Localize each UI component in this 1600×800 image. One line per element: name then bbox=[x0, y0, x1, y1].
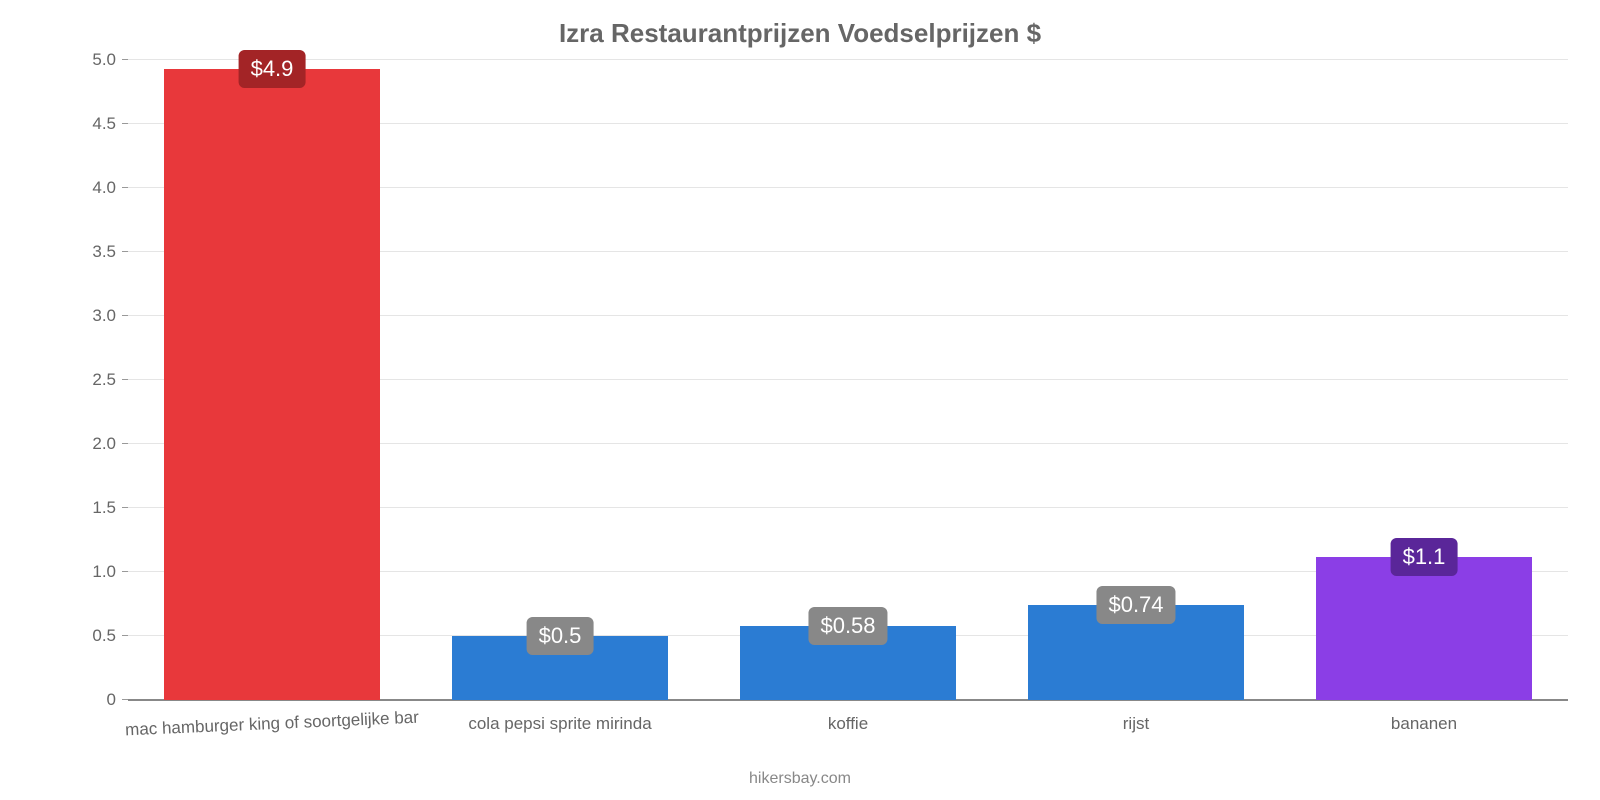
bar bbox=[164, 69, 380, 700]
plot-area: 00.51.01.52.02.53.03.54.04.55.0$4.9mac h… bbox=[128, 60, 1568, 700]
y-tick-mark bbox=[122, 315, 128, 316]
y-tick-label: 2.5 bbox=[92, 370, 116, 390]
value-badge: $0.58 bbox=[808, 607, 887, 645]
y-tick-mark bbox=[122, 635, 128, 636]
y-tick-mark bbox=[122, 251, 128, 252]
y-tick-mark bbox=[122, 443, 128, 444]
y-tick-label: 4.0 bbox=[92, 178, 116, 198]
bar bbox=[1316, 557, 1532, 700]
y-tick-mark bbox=[122, 379, 128, 380]
y-tick-mark bbox=[122, 123, 128, 124]
y-tick-label: 0.5 bbox=[92, 626, 116, 646]
y-tick-label: 4.5 bbox=[92, 114, 116, 134]
food-prices-chart: Izra Restaurantprijzen Voedselprijzen $ … bbox=[0, 0, 1600, 800]
y-tick-label: 1.0 bbox=[92, 562, 116, 582]
y-tick-label: 5.0 bbox=[92, 50, 116, 70]
x-axis-label: rijst bbox=[1123, 714, 1149, 734]
y-tick-mark bbox=[122, 59, 128, 60]
value-badge: $4.9 bbox=[239, 50, 306, 88]
value-badge: $0.74 bbox=[1096, 586, 1175, 624]
y-tick-label: 3.5 bbox=[92, 242, 116, 262]
attribution-text: hikersbay.com bbox=[0, 770, 1600, 788]
value-badge: $1.1 bbox=[1391, 538, 1458, 576]
x-axis-label: koffie bbox=[828, 714, 868, 734]
y-tick-label: 3.0 bbox=[92, 306, 116, 326]
y-tick-label: 0 bbox=[107, 690, 116, 710]
x-axis-label: bananen bbox=[1391, 714, 1457, 734]
x-axis-label: cola pepsi sprite mirinda bbox=[468, 714, 651, 734]
x-axis-label: mac hamburger king of soortgelijke bar bbox=[125, 708, 419, 741]
y-tick-label: 2.0 bbox=[92, 434, 116, 454]
y-tick-mark bbox=[122, 187, 128, 188]
chart-title: Izra Restaurantprijzen Voedselprijzen $ bbox=[0, 18, 1600, 49]
y-tick-mark bbox=[122, 571, 128, 572]
y-tick-label: 1.5 bbox=[92, 498, 116, 518]
y-tick-mark bbox=[122, 507, 128, 508]
gridline bbox=[128, 59, 1568, 60]
value-badge: $0.5 bbox=[527, 617, 594, 655]
